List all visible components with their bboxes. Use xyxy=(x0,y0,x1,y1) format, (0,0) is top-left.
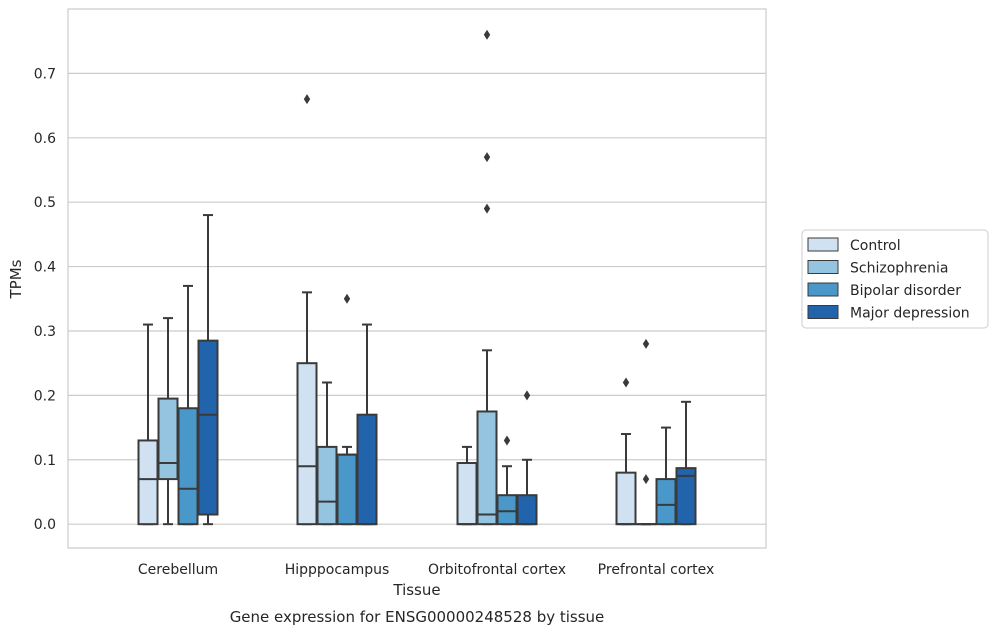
box-iqr xyxy=(476,410,498,526)
box-0-2 xyxy=(456,445,478,526)
x-axis-label: Tissue xyxy=(392,581,440,599)
box-0-3 xyxy=(615,377,637,526)
y-tick-label: 0.4 xyxy=(34,260,56,276)
outlier-point xyxy=(642,474,650,485)
box-2-1 xyxy=(336,293,358,526)
legend-label: Control xyxy=(850,238,901,254)
outlier-point xyxy=(483,29,491,40)
y-tick-label: 0.3 xyxy=(34,324,56,340)
box-iqr xyxy=(137,439,159,526)
box-iqr xyxy=(316,445,338,526)
box-1-0 xyxy=(157,317,179,526)
legend-swatch xyxy=(807,282,839,297)
y-tick-label: 0.1 xyxy=(34,453,56,469)
x-axis-ticks: Cerebellum Hipppocampus Orbitofrontal cort… xyxy=(138,562,714,578)
box-iqr xyxy=(456,461,478,526)
legend-label: Schizophrenia xyxy=(850,261,948,277)
box-2-0 xyxy=(177,284,199,526)
figure-caption: Gene expression for ENSG00000248528 by t… xyxy=(230,608,605,626)
y-tick-label: 0.5 xyxy=(34,195,56,211)
outlier-point xyxy=(343,293,351,304)
y-tick-label: 0.0 xyxy=(34,517,56,533)
box-iqr xyxy=(496,494,518,526)
outlier-point xyxy=(622,377,630,388)
box-3-0 xyxy=(197,214,219,526)
x-tick-label: Cerebellum xyxy=(138,562,218,578)
outlier-point xyxy=(503,435,511,446)
legend: Control Schizophrenia Bipolar disorder Majo… xyxy=(801,229,989,329)
box-iqr xyxy=(197,339,219,516)
box-iqr xyxy=(675,467,697,526)
box-iqr xyxy=(516,494,538,526)
box-iqr xyxy=(177,407,199,526)
box-0-1 xyxy=(296,94,318,526)
box-iqr xyxy=(336,453,358,526)
y-tick-label: 0.2 xyxy=(34,388,56,404)
y-tick-label: 0.7 xyxy=(34,66,56,82)
legend-label: Major depression xyxy=(850,306,970,322)
box-2-3 xyxy=(655,426,677,526)
outlier-point xyxy=(523,390,531,401)
outlier-point xyxy=(303,94,311,105)
x-tick-label: Prefrontal cortex xyxy=(598,562,715,578)
box-iqr xyxy=(296,362,318,526)
box-0-0 xyxy=(137,323,159,526)
legend-swatch xyxy=(807,237,839,252)
x-tick-label: Hipppocampus xyxy=(285,562,390,578)
box-iqr xyxy=(615,471,637,526)
box-1-2 xyxy=(476,29,498,526)
legend-frame xyxy=(801,229,989,329)
plot-area-frame xyxy=(67,8,767,549)
box-3-2 xyxy=(516,390,538,526)
box-iqr xyxy=(356,413,378,526)
y-axis-label: TPMs xyxy=(7,259,25,299)
legend-swatch xyxy=(807,260,839,274)
y-tick-label: 0.6 xyxy=(34,131,56,147)
box-3-1 xyxy=(356,323,378,526)
box-1-1 xyxy=(316,381,338,526)
box-1-3 xyxy=(635,338,657,526)
outlier-point xyxy=(483,203,491,214)
legend-label: Bipolar disorder xyxy=(850,283,961,299)
box-2-2 xyxy=(496,435,518,526)
box-iqr xyxy=(157,397,179,481)
x-tick-label: Orbitofrontal cortex xyxy=(428,562,566,578)
outlier-point xyxy=(483,152,491,163)
y-axis-ticks: 0.0 0.1 0.2 0.3 0.4 0.5 0.6 0.7 xyxy=(34,66,56,533)
outlier-point xyxy=(642,338,650,349)
legend-swatch xyxy=(807,305,839,319)
box-3-3 xyxy=(675,400,697,526)
box-plot-series xyxy=(137,29,697,526)
box-iqr xyxy=(655,478,677,526)
